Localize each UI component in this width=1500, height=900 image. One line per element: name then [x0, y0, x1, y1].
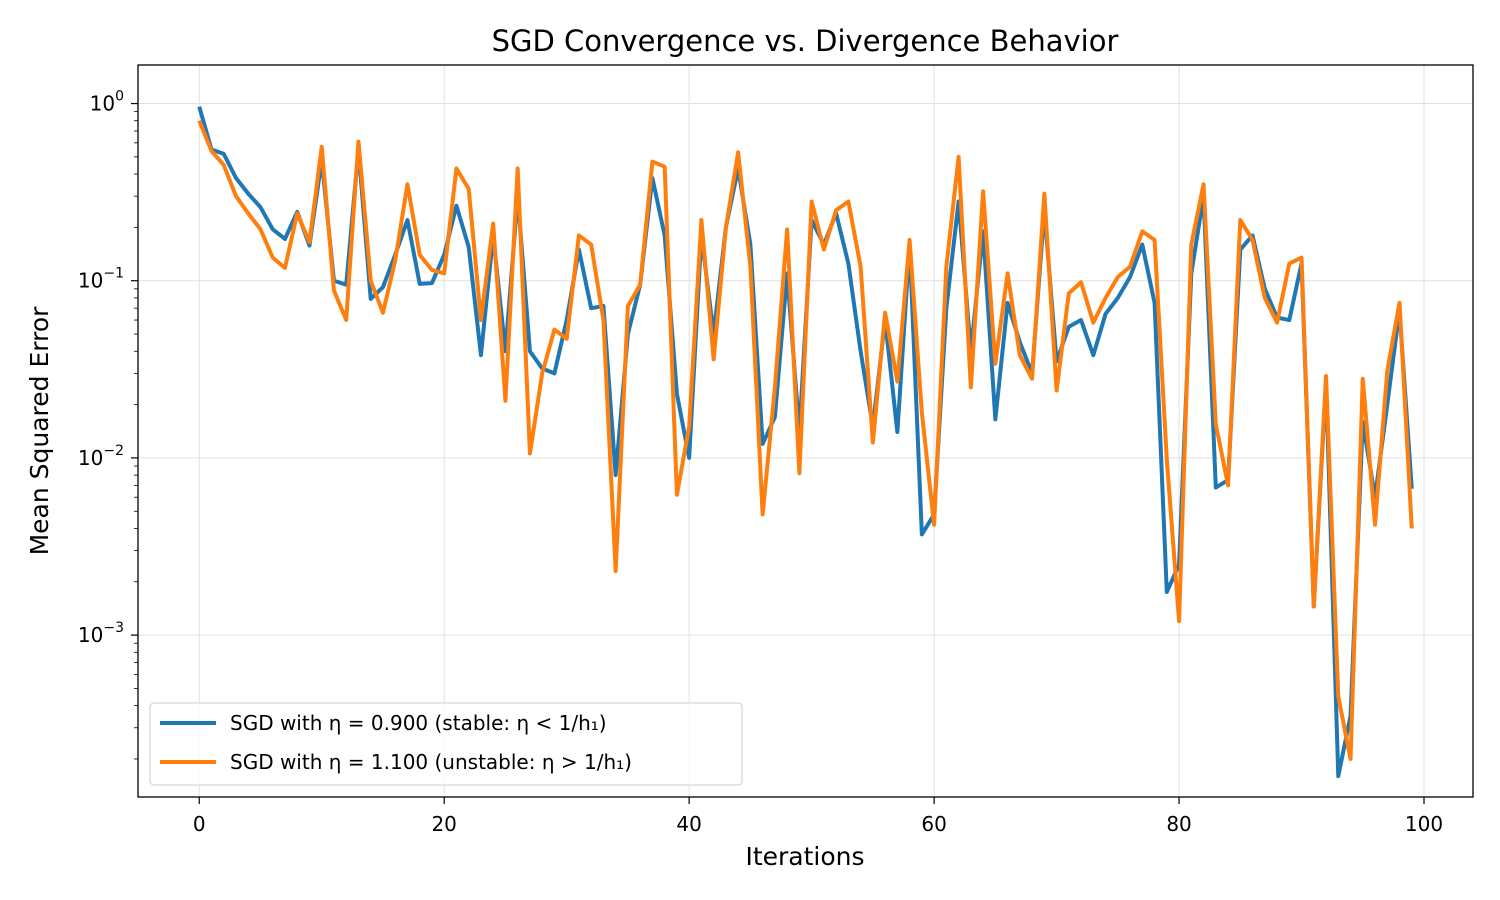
- y-axis: 100 10−1 10−2 10−3: [78, 89, 138, 760]
- x-axis-label: Iterations: [745, 842, 864, 871]
- y-axis-label: Mean Squared Error: [25, 306, 54, 556]
- x-axis: 0 20 40 60 80 100: [193, 797, 1443, 836]
- y-tick-label: 10−1: [78, 266, 124, 293]
- x-tick-label: 100: [1405, 812, 1443, 836]
- y-tick-label: 10−2: [78, 443, 124, 470]
- legend-label-unstable: SGD with η = 1.100 (unstable: η > 1/h₁): [230, 750, 632, 774]
- x-tick-label: 0: [193, 812, 206, 836]
- plot-frame: [137, 64, 1474, 798]
- legend-box: [149, 702, 743, 786]
- y-tick-label: 100: [90, 89, 124, 116]
- x-tick-label: 40: [676, 812, 701, 836]
- x-tick-label: 80: [1166, 812, 1191, 836]
- x-tick-label: 60: [921, 812, 946, 836]
- series-lines: [197, 106, 1414, 779]
- x-tick-label: 20: [431, 812, 456, 836]
- legend-label-stable: SGD with η = 0.900 (stable: η < 1/h₁): [230, 711, 607, 735]
- y-tick-label: 10−3: [78, 620, 124, 647]
- series-line-unstable: [197, 119, 1414, 761]
- legend: SGD with η = 0.900 (stable: η < 1/h₁) SG…: [149, 702, 743, 786]
- chart-title: SGD Convergence vs. Divergence Behavior: [492, 24, 1119, 58]
